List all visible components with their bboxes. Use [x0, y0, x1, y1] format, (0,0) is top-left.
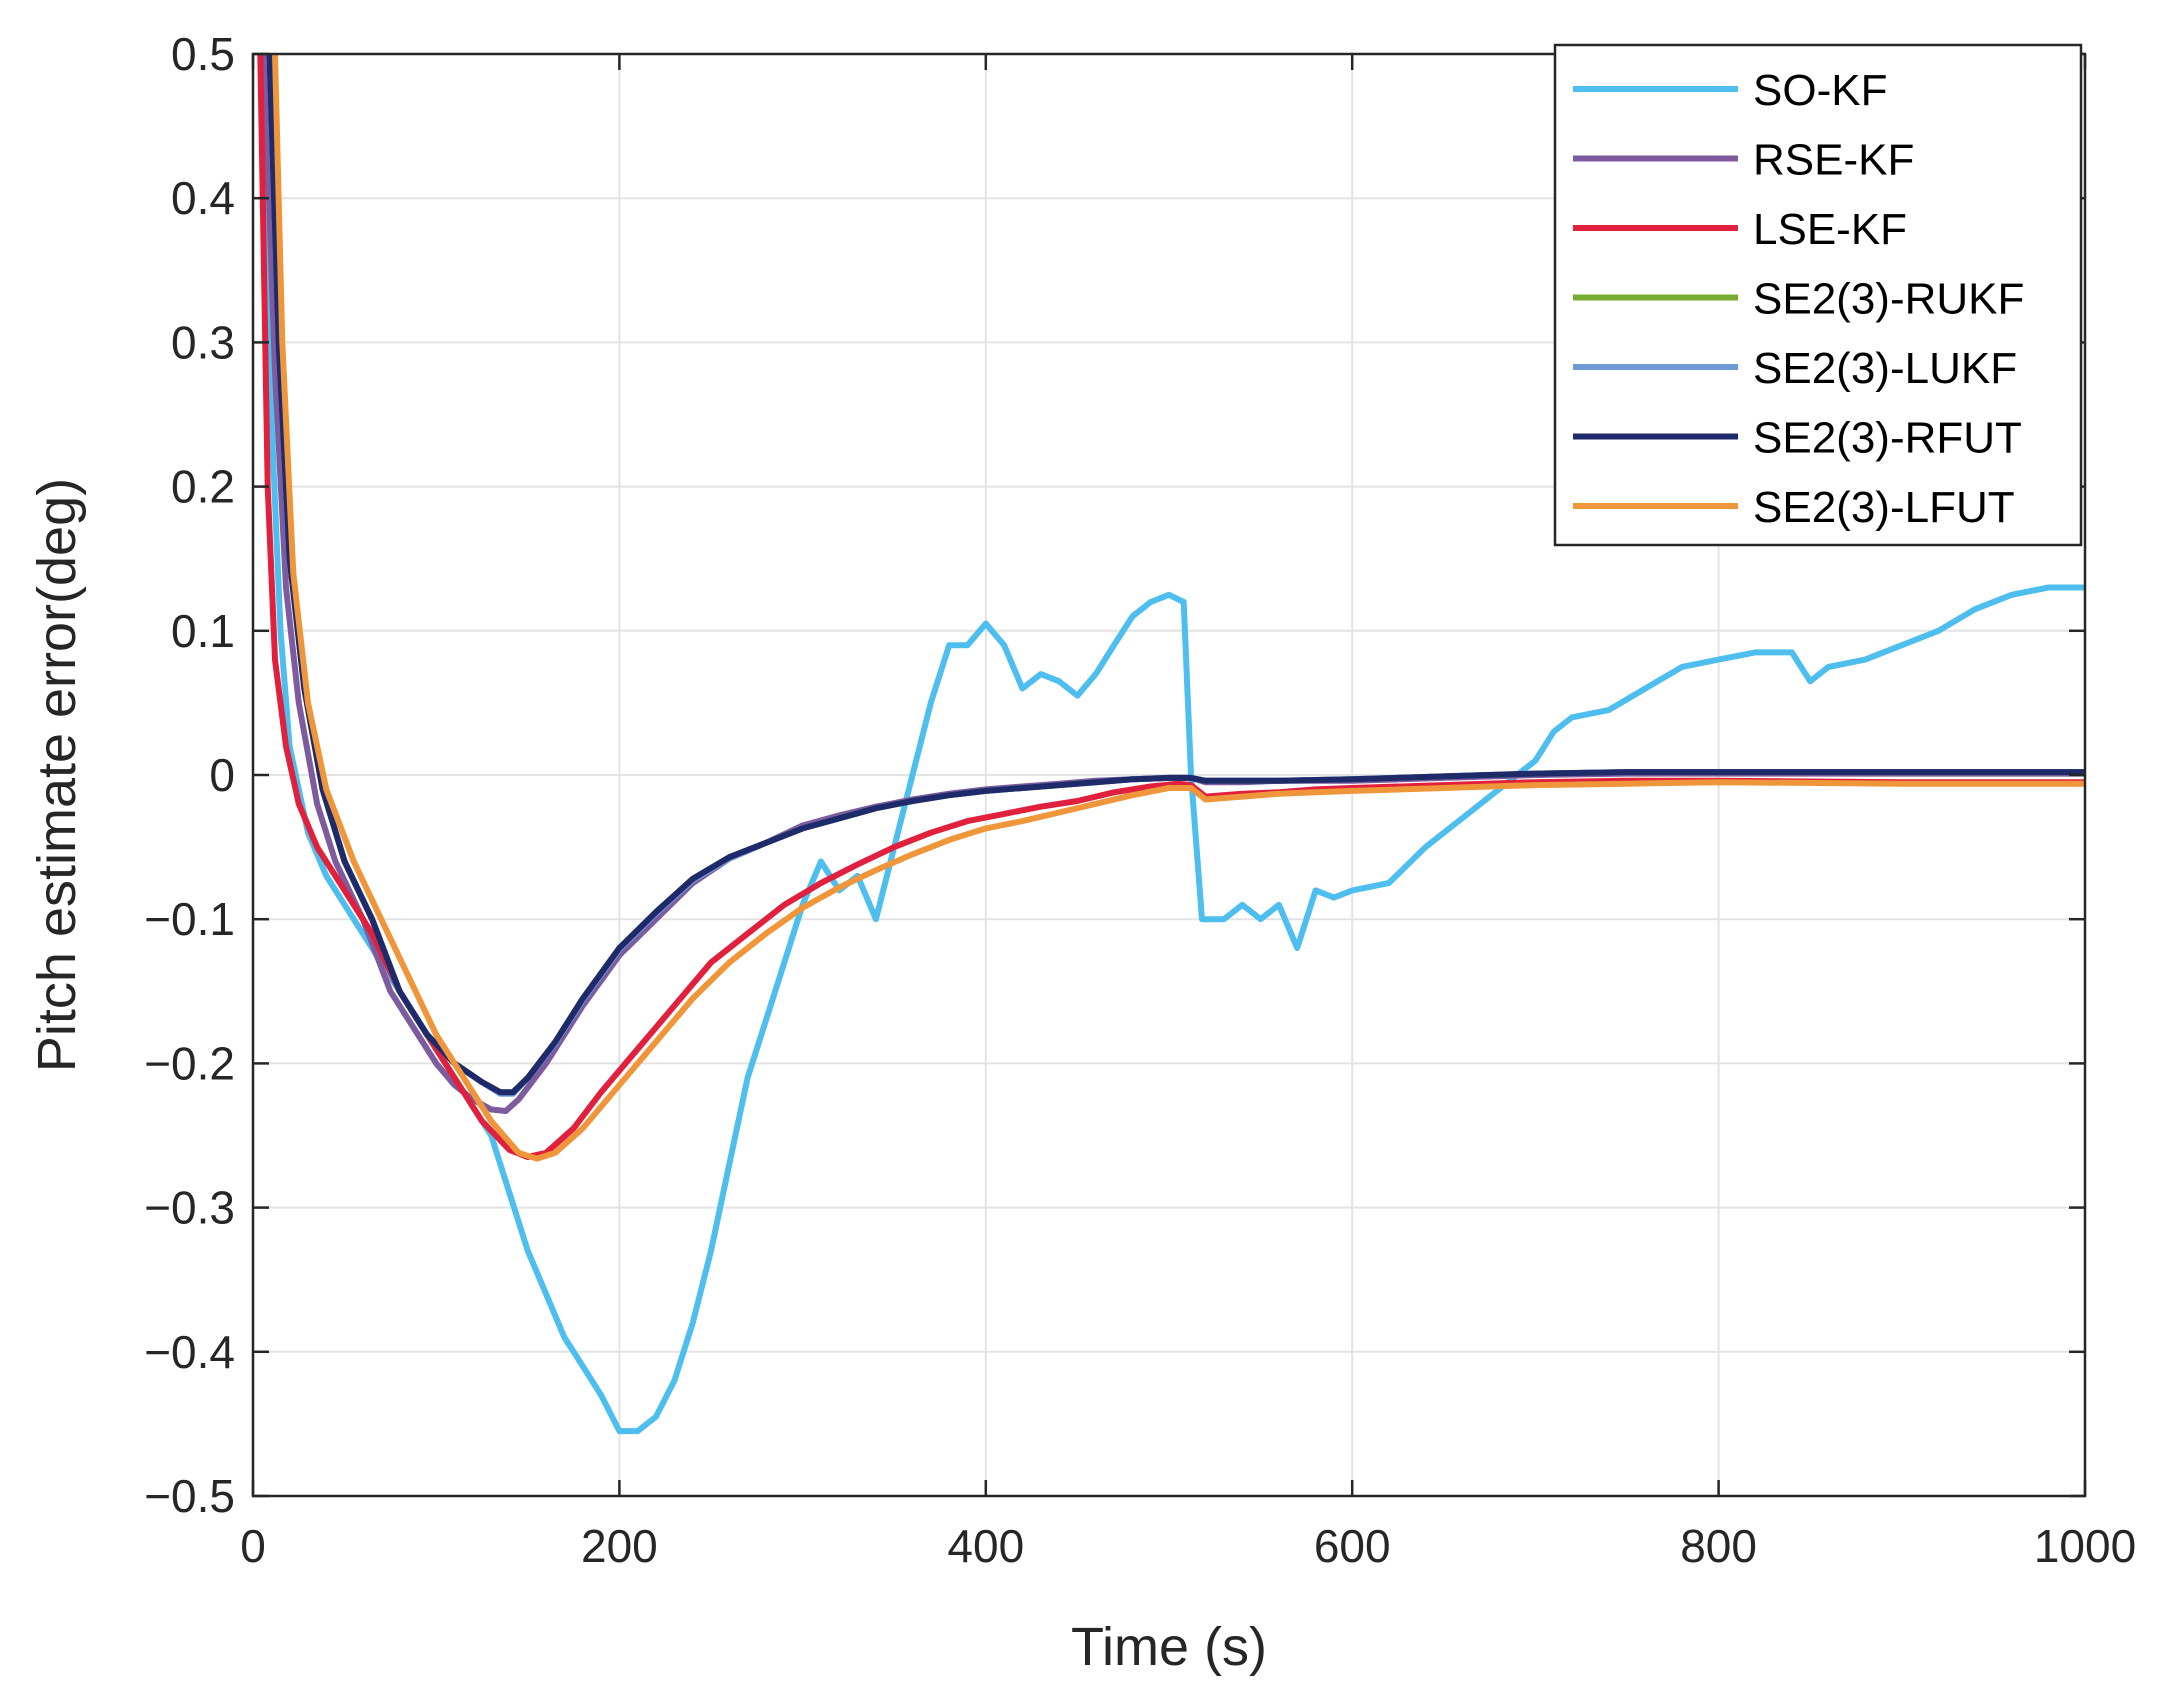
legend-label-lse-kf: LSE-KF [1753, 205, 1907, 254]
series-lines [257, 54, 2085, 1435]
legend-label-so-kf: SO-KF [1753, 66, 1887, 115]
y-tick-label: 0.4 [171, 172, 235, 224]
y-tick-label: 0.5 [171, 28, 235, 80]
legend-label-se2-3-lukf: SE2(3)-LUKF [1753, 344, 2017, 393]
y-tick-label: 0 [209, 749, 235, 801]
series-line-so-kf [259, 54, 2085, 1435]
y-tick-label: −0.3 [144, 1182, 235, 1234]
axis-ticks: 0 200 400 600 800 1000 0.5 0.4 0.3 0.2 0.1 0 −0.1 −0.… [144, 28, 2136, 1572]
legend: SO-KF RSE-KF LSE-KF SE2(3)-RUKF SE2(3)-LUKF S… [1553, 43, 2083, 547]
x-tick-label: 800 [1680, 1520, 1757, 1572]
series-line-se2-3-lfut [272, 54, 2085, 1162]
y-tick-label: 0.3 [171, 316, 235, 368]
legend-label-se2-3-rukf: SE2(3)-RUKF [1753, 275, 2024, 324]
x-tick-label: 0 [240, 1520, 266, 1572]
x-tick-label: 1000 [2034, 1520, 2136, 1572]
legend-label-rse-kf: RSE-KF [1753, 136, 1914, 185]
x-tick-label: 400 [947, 1520, 1024, 1572]
legend-label-se2-3-rfut: SE2(3)-RFUT [1753, 414, 2022, 463]
y-tick-label: −0.5 [144, 1470, 235, 1522]
x-tick-label: 200 [581, 1520, 658, 1572]
y-tick-label: −0.2 [144, 1037, 235, 1089]
y-tick-label: 0.2 [171, 461, 235, 513]
y-tick-label: −0.1 [144, 893, 235, 945]
legend-label-se2-3-lfut: SE2(3)-LFUT [1753, 483, 2015, 532]
x-axis-label: Time (s) [1071, 1617, 1267, 1677]
y-tick-label: 0.1 [171, 605, 235, 657]
y-axis-label: Pitch estimate error(deg) [27, 478, 87, 1072]
x-tick-label: 600 [1314, 1520, 1391, 1572]
series-line-se2-3-rfut [266, 54, 2085, 1096]
y-tick-label: −0.4 [144, 1326, 235, 1378]
